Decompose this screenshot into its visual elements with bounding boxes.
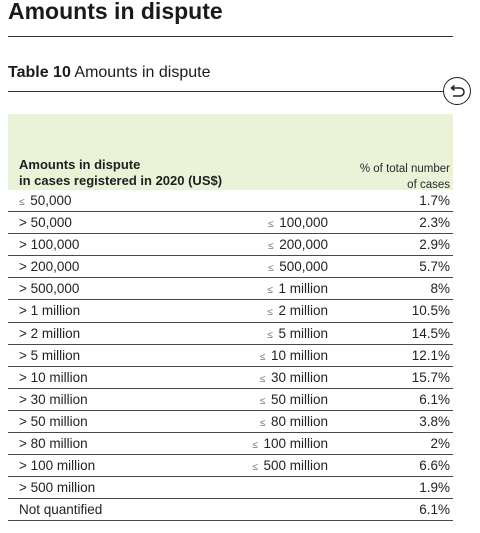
table-row: > 50 million ≤ 80 million 3.8%: [8, 411, 453, 434]
less-equal-symbol: ≤: [267, 307, 273, 319]
cell-percent: 6.1%: [419, 391, 450, 407]
table-row: > 1 million ≤ 2 million 10.5%: [8, 300, 453, 323]
table-row: ≤ 50,000 1.7%: [8, 190, 453, 213]
cell-range-from: > 200,000: [19, 259, 80, 275]
table-row: > 100 million ≤ 500 million 6.6%: [8, 455, 453, 478]
cell-range-to: ≤ 500,000: [268, 259, 328, 274]
table-row: > 500,000 ≤ 1 million 8%: [8, 278, 453, 301]
cell-percent: 5.7%: [419, 259, 450, 275]
cell-percent: 6.1%: [419, 502, 450, 518]
cell-percent: 3.8%: [419, 413, 450, 429]
cell-percent: 2.3%: [419, 215, 450, 231]
cell-value: 80 million: [267, 413, 328, 429]
less-equal-symbol: ≤: [259, 351, 266, 363]
cell-range-to: ≤ 10 million: [260, 348, 328, 363]
column-header-percent-line2: of cases: [407, 179, 450, 191]
table-row: > 30 million ≤ 50 million 6.1%: [8, 389, 453, 411]
table-body: ≤ 50,000 1.7% > 50,000 ≤ 100,000 2.3% > 100,0…: [8, 190, 453, 522]
less-equal-symbol: ≤: [267, 241, 274, 253]
column-header-amount: Amounts in dispute in cases registered i…: [19, 157, 222, 189]
table-row: > 80 million ≤ 100 million 2%: [8, 433, 453, 456]
less-equal-symbol: ≤: [259, 373, 266, 385]
cell-range-from: > 50 million: [19, 413, 88, 429]
table-heading-divider: [8, 91, 443, 92]
cell-range-from: > 1 million: [19, 303, 81, 319]
table-row: > 10 million ≤ 30 million 15.7%: [8, 367, 453, 389]
cell-range-from: > 500 million: [19, 480, 96, 496]
less-equal-symbol: ≤: [259, 395, 266, 407]
table-row: > 500 million 1.9%: [8, 477, 453, 500]
cell-value: 100 million: [259, 436, 328, 452]
table-row: > 2 million ≤ 5 million 14.5%: [8, 323, 453, 345]
table-caption: Amounts in dispute: [74, 64, 211, 81]
less-equal-symbol: ≤: [267, 329, 273, 341]
cell-percent: 14.5%: [411, 325, 450, 341]
cell-range-from: > 100,000: [19, 237, 80, 253]
cell-percent: 6.6%: [419, 458, 450, 474]
cell-value: 5 million: [274, 325, 328, 341]
cell-percent: 8%: [430, 281, 450, 297]
cell-range-from: Not quantified: [19, 502, 103, 518]
column-header-percent-line1: % of total number: [359, 163, 450, 175]
cell-value: 100,000: [275, 215, 328, 231]
cell-percent: 2%: [430, 436, 450, 452]
cell-value: 2 million: [274, 303, 328, 319]
cell-value: 50 million: [267, 391, 328, 407]
cell-value: 200,000: [275, 237, 328, 253]
cell-range-from: > 50,000: [19, 215, 72, 231]
cell-range-from: > 5 million: [19, 347, 81, 363]
cell-value: 30 million: [267, 369, 328, 385]
cell-range-from: > 30 million: [19, 391, 88, 407]
cell-range-to: ≤ 1 million: [267, 281, 328, 296]
cell-range-to: ≤ 200,000: [268, 237, 328, 252]
table-row: > 200,000 ≤ 500,000 5.7%: [8, 256, 453, 279]
title-divider: [8, 36, 453, 37]
cell-value: 1 million: [274, 281, 328, 297]
cell-value: 50,000: [26, 193, 72, 208]
cell-range-from: ≤ 50,000: [19, 193, 72, 208]
less-equal-symbol: ≤: [259, 417, 266, 429]
cell-range-to: ≤ 80 million: [260, 414, 328, 429]
cell-range-to: ≤ 100,000: [268, 215, 328, 230]
cell-range-from: > 2 million: [19, 325, 81, 341]
table-label: Table 10: [8, 64, 71, 81]
cell-percent: 1.7%: [419, 193, 450, 208]
return-arrow-icon: [450, 84, 465, 97]
less-equal-symbol: ≤: [19, 197, 25, 208]
column-header-amount-line2: in cases registered in 2020 (US$): [19, 173, 223, 188]
cell-range-to: ≤ 500 million: [252, 458, 328, 473]
table-row: > 50,000 ≤ 100,000 2.3%: [8, 212, 453, 235]
page-title: Amounts in dispute: [8, 0, 223, 24]
table-heading: Table 10 Amounts in dispute: [8, 64, 210, 82]
cell-range-to: ≤ 50 million: [260, 392, 328, 407]
column-header-amount-line1: Amounts in dispute: [19, 157, 141, 172]
cell-range-to: ≤ 30 million: [260, 370, 328, 385]
cell-range-from: > 80 million: [19, 436, 88, 452]
cell-range-from: > 500,000: [19, 281, 80, 297]
column-header-percent: % of total number of cases: [360, 161, 450, 193]
cell-value: 500,000: [275, 259, 328, 275]
cell-percent: 1.9%: [419, 480, 450, 496]
cell-percent: 2.9%: [419, 237, 450, 253]
cell-range-to: ≤ 2 million: [267, 303, 328, 318]
cell-range-from: > 10 million: [19, 369, 88, 385]
cell-value: 10 million: [267, 347, 328, 363]
table-header-band: [8, 114, 453, 190]
cell-value: 500 million: [259, 458, 328, 474]
less-equal-symbol: ≤: [267, 285, 273, 297]
less-equal-symbol: ≤: [252, 440, 258, 452]
less-equal-symbol: ≤: [267, 263, 274, 275]
cell-percent: 12.1%: [411, 347, 450, 363]
table-row: > 5 million ≤ 10 million 12.1%: [8, 345, 453, 367]
back-button[interactable]: [443, 77, 471, 105]
cell-range-to: ≤ 100 million: [252, 436, 328, 451]
cell-percent: 15.7%: [411, 369, 450, 385]
less-equal-symbol: ≤: [252, 462, 258, 474]
cell-percent: 10.5%: [411, 303, 450, 319]
less-equal-symbol: ≤: [267, 219, 274, 231]
table-row: > 100,000 ≤ 200,000 2.9%: [8, 234, 453, 257]
cell-range-to: ≤ 5 million: [267, 326, 328, 341]
cell-range-from: > 100 million: [19, 458, 96, 474]
table-row: Not quantified 6.1%: [8, 499, 453, 522]
